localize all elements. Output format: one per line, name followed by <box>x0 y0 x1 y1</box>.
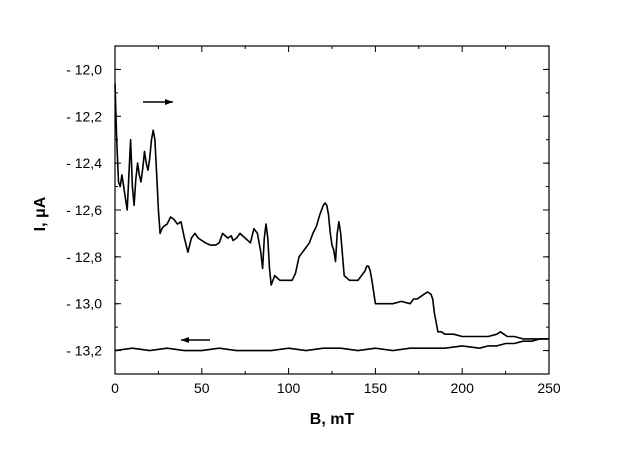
y-tick-label: - 13,2 <box>66 343 102 359</box>
y-tick-label: - 12,2 <box>66 108 102 124</box>
y-tick-label: - 12,6 <box>66 202 102 218</box>
y-tick-label: - 13,0 <box>66 296 102 312</box>
series-layer <box>114 83 549 352</box>
series-line-1 <box>114 83 549 340</box>
x-tick-label: 150 <box>364 380 388 396</box>
x-tick-label: 100 <box>277 380 301 396</box>
arrow-right-annotation <box>143 99 173 105</box>
x-tick-label: 200 <box>451 380 475 396</box>
x-axis-ticks: 0 50 100 150 200 250 <box>111 46 561 396</box>
annotation-layer <box>143 99 210 343</box>
series-line-2 <box>114 338 549 352</box>
y-axis-ticks: - 12,0 - 12,2 - 12,4 - 12,6 - 12,8 - 13,0 - 13… <box>66 45 549 375</box>
y-tick-label: - 12,0 <box>66 61 102 77</box>
y-tick-label: - 12,8 <box>66 249 102 265</box>
plot-frame <box>114 45 550 375</box>
arrow-left-annotation <box>181 337 210 343</box>
x-tick-label: 50 <box>194 380 210 396</box>
y-tick-label: - 12,4 <box>66 155 102 171</box>
x-axis-title: B, mT <box>310 411 355 428</box>
x-tick-label: 0 <box>111 380 119 396</box>
x-tick-label: 250 <box>537 380 561 396</box>
y-axis-title: I, μA <box>32 196 49 231</box>
